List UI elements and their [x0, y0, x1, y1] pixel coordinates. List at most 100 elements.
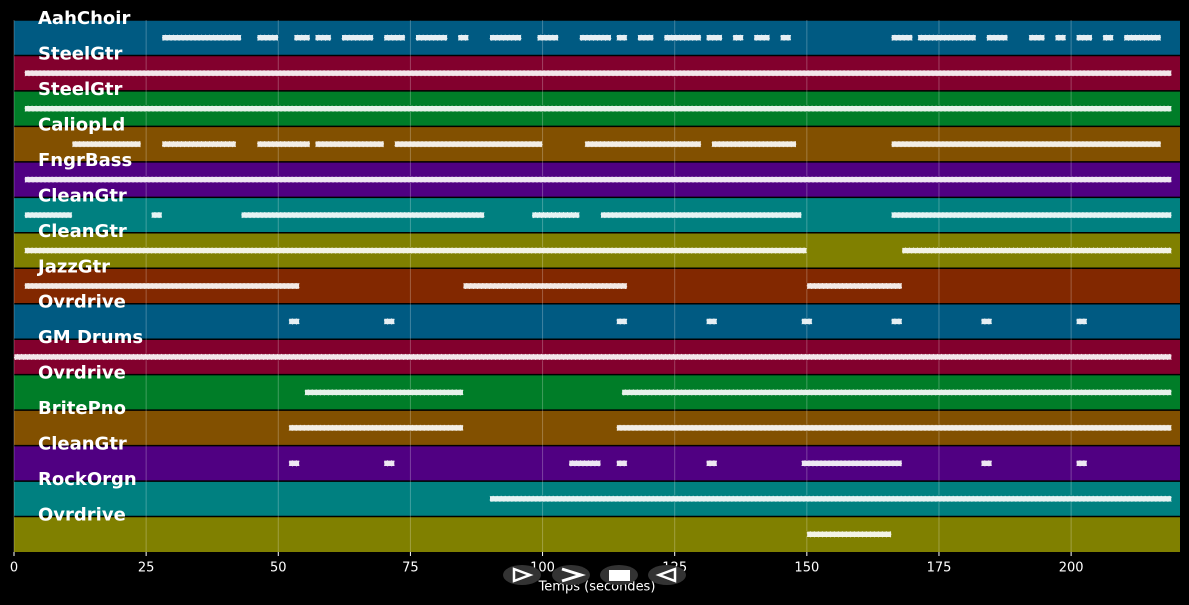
- note-span: [24, 211, 73, 219]
- note-span: [415, 34, 448, 42]
- note-span: [1076, 34, 1093, 42]
- note-span: [24, 247, 808, 254]
- note-span: [706, 34, 723, 42]
- note-span: [579, 34, 612, 42]
- note-span: [917, 34, 977, 42]
- note-span: [980, 460, 993, 467]
- track-band: [14, 303, 1180, 340]
- track-name: Ovrdrive: [38, 363, 126, 384]
- note-span: [341, 34, 374, 42]
- track-name: FngrBass: [38, 150, 132, 171]
- note-span: [256, 140, 311, 148]
- note-span: [304, 389, 464, 396]
- note-span: [240, 211, 485, 219]
- note-span: [536, 34, 559, 42]
- note-span: [732, 34, 744, 42]
- note-span: [288, 460, 300, 467]
- note-span: [383, 318, 395, 325]
- track-name: RockOrgn: [38, 469, 137, 490]
- x-tick-label: 200: [1059, 561, 1084, 576]
- note-span: [288, 424, 464, 432]
- note-span: [637, 34, 654, 42]
- play-button[interactable]: [503, 565, 541, 585]
- note-span: [394, 140, 543, 148]
- note-span: [616, 460, 628, 467]
- note-span: [161, 140, 237, 148]
- note-span: [1076, 318, 1088, 325]
- track-name: CleanGtr: [38, 185, 127, 206]
- x-tick-label: 0: [10, 561, 18, 576]
- notes: [13, 34, 1172, 538]
- track-name: JazzGtr: [36, 256, 110, 277]
- track-name: SteelGtr: [38, 79, 123, 100]
- note-span: [13, 353, 1172, 361]
- note-span: [663, 34, 702, 42]
- note-span: [891, 140, 1162, 148]
- note-span: [801, 460, 903, 467]
- note-span: [1054, 34, 1067, 42]
- stop-button[interactable]: [600, 565, 638, 585]
- track-name: CleanGtr: [38, 434, 127, 455]
- note-span: [891, 34, 913, 42]
- note-span: [901, 247, 1172, 254]
- note-span: [621, 389, 1172, 396]
- note-span: [1028, 34, 1045, 42]
- rewind-button[interactable]: [648, 565, 686, 585]
- note-span: [489, 34, 522, 42]
- track-name: Ovrdrive: [38, 505, 126, 526]
- x-tick-label: 150: [794, 561, 819, 576]
- track-name: BritePno: [38, 398, 126, 419]
- track-name: SteelGtr: [38, 43, 123, 64]
- note-span: [151, 211, 163, 219]
- note-span: [706, 460, 718, 467]
- note-span: [293, 34, 311, 42]
- note-span: [531, 211, 580, 219]
- note-span: [314, 140, 385, 148]
- note-span: [616, 318, 628, 325]
- note-span: [1123, 34, 1162, 42]
- x-tick-label: 50: [270, 561, 287, 576]
- note-span: [980, 318, 993, 325]
- note-span: [462, 282, 628, 290]
- note-span: [383, 34, 406, 42]
- note-span: [753, 34, 771, 42]
- note-span: [24, 69, 1172, 77]
- track-name: CaliopLd: [38, 114, 125, 135]
- note-span: [891, 211, 1172, 219]
- note-span: [457, 34, 469, 42]
- x-tick-label: 25: [138, 561, 155, 576]
- note-span: [1102, 34, 1114, 42]
- note-span: [24, 105, 1172, 112]
- note-span: [256, 34, 279, 42]
- note-span: [71, 140, 142, 148]
- note-span: [986, 34, 1008, 42]
- note-span: [1076, 460, 1088, 467]
- forward-button[interactable]: [552, 565, 590, 585]
- note-span: [584, 140, 702, 148]
- note-span: [489, 495, 1172, 503]
- track-name: GM Drums: [38, 327, 143, 348]
- note-span: [806, 530, 892, 538]
- note-span: [801, 318, 813, 325]
- x-tick-label: 175: [927, 561, 952, 576]
- track-name: CleanGtr: [38, 221, 127, 242]
- track-name: AahChoir: [38, 8, 130, 29]
- note-span: [24, 282, 300, 290]
- note-span: [891, 318, 903, 325]
- note-span: [616, 34, 628, 42]
- note-span: [806, 282, 903, 290]
- note-span: [706, 318, 718, 325]
- note-span: [161, 34, 242, 42]
- note-span: [616, 424, 1172, 432]
- note-span: [288, 318, 300, 325]
- x-axis-label: Temps (secondes): [538, 580, 656, 595]
- track-band: [14, 516, 1180, 552]
- note-span: [780, 34, 792, 42]
- note-span: [711, 140, 797, 148]
- x-tick-label: 75: [402, 561, 419, 576]
- track-name: Ovrdrive: [38, 292, 126, 313]
- note-span: [383, 460, 395, 467]
- playback-controls: [503, 565, 686, 585]
